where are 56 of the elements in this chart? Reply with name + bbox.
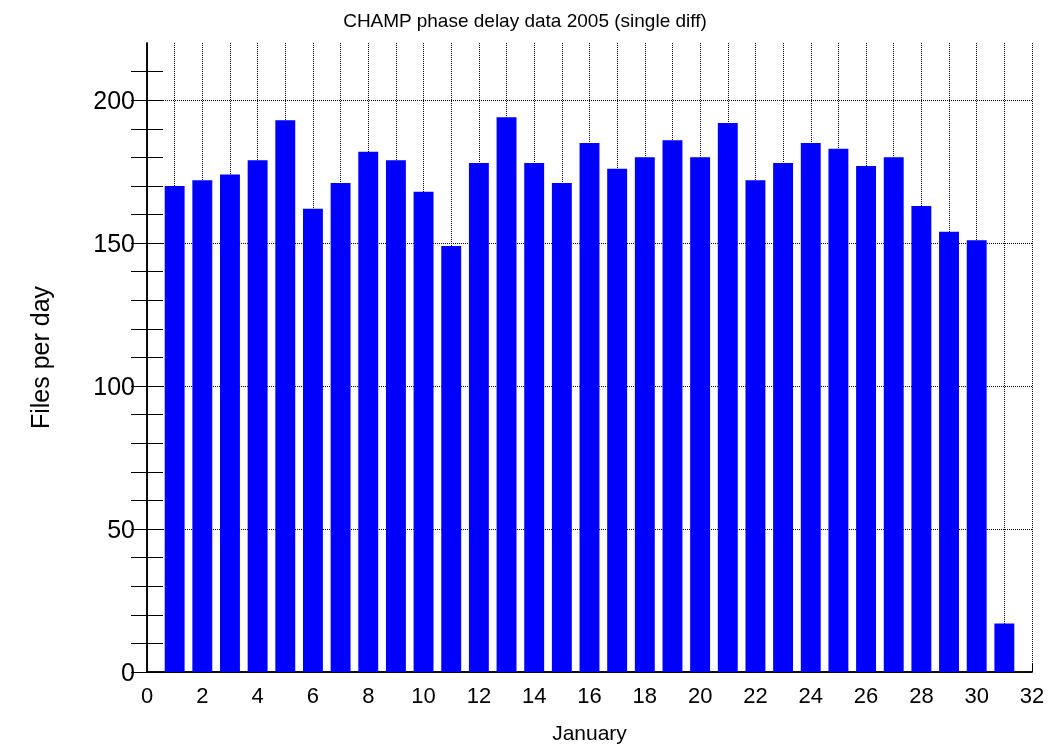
x-tick-label: 16	[577, 682, 602, 708]
bar	[717, 123, 738, 672]
bar	[662, 140, 683, 672]
bar	[496, 117, 517, 672]
x-tick-label: 4	[251, 682, 264, 708]
y-tick-label: 150	[93, 229, 135, 258]
bar	[192, 180, 213, 672]
x-tick-label: 14	[521, 682, 547, 708]
bar	[579, 143, 600, 672]
x-tick-label: 22	[743, 682, 768, 708]
bar	[413, 191, 434, 672]
x-tick-label: 28	[909, 682, 934, 708]
bar	[551, 183, 572, 672]
x-tick-label: 8	[362, 682, 375, 708]
bar	[330, 183, 351, 672]
bar	[911, 205, 932, 672]
x-tick-label: 26	[853, 682, 879, 708]
bar	[856, 165, 877, 672]
bar	[634, 157, 655, 672]
bar	[441, 246, 462, 672]
bar	[247, 160, 268, 672]
y-tick-label: 50	[107, 515, 135, 544]
x-tick-label: 32	[1019, 682, 1045, 708]
x-tick-label: 0	[140, 682, 154, 708]
bar	[302, 208, 323, 672]
bar	[358, 151, 379, 672]
bar	[800, 143, 821, 672]
bar	[773, 163, 794, 672]
x-tick-label: 20	[687, 682, 713, 708]
x-tick-label: 6	[306, 682, 320, 708]
bar	[607, 168, 628, 672]
bar	[828, 148, 849, 672]
bar	[939, 231, 959, 672]
x-axis-title: January	[552, 721, 628, 744]
y-tick-label: 200	[93, 86, 135, 115]
bar	[164, 185, 185, 672]
y-tick-label: 0	[121, 658, 135, 686]
bar	[468, 163, 489, 672]
bar	[385, 160, 406, 672]
x-tick-label: 18	[632, 682, 658, 708]
bar	[690, 157, 711, 672]
bar	[994, 623, 1015, 672]
x-tick-label: 10	[411, 682, 436, 708]
y-tick-label: 100	[93, 372, 135, 401]
bar	[524, 163, 545, 672]
bar	[220, 174, 240, 672]
y-axis-title: Files per day	[25, 285, 54, 430]
bar	[745, 180, 766, 672]
x-tick-label: 24	[798, 682, 823, 708]
chart-title: CHAMP phase delay data 2005 (single diff)	[343, 10, 707, 31]
x-tick-label: 2	[196, 682, 209, 708]
bar	[966, 240, 987, 672]
x-tick-label: 30	[964, 682, 989, 708]
x-tick-label: 12	[466, 682, 492, 708]
bar	[275, 120, 296, 672]
bar	[883, 157, 904, 672]
